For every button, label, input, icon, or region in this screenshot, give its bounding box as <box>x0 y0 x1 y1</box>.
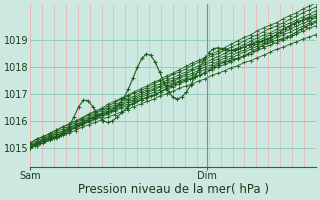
X-axis label: Pression niveau de la mer( hPa ): Pression niveau de la mer( hPa ) <box>77 183 268 196</box>
